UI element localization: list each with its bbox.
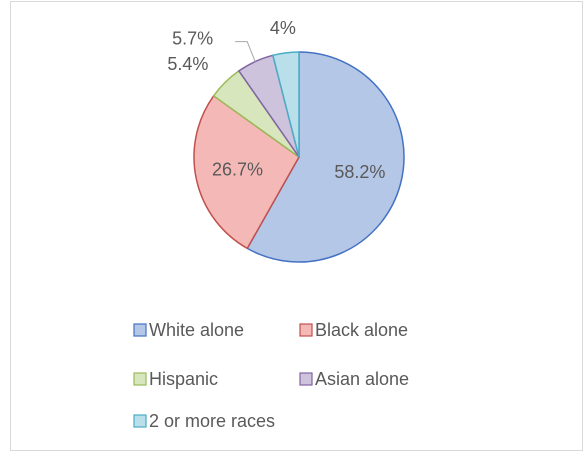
legend-label: Asian alone <box>315 369 409 389</box>
legend-swatch <box>299 372 313 386</box>
data-label: 26.7% <box>212 159 263 179</box>
data-label: 58.2% <box>334 162 385 182</box>
legend-label: 2 or more races <box>149 411 275 431</box>
legend-swatch <box>133 372 147 386</box>
legend-label: Black alone <box>315 320 408 340</box>
legend-label: White alone <box>149 320 244 340</box>
legend-label: Hispanic <box>149 369 218 389</box>
pie-slice <box>246 51 405 263</box>
pie-slice <box>271 51 300 158</box>
legend-swatch <box>133 323 147 337</box>
data-label: 5.7% <box>172 28 213 48</box>
legend-swatch <box>133 414 147 428</box>
data-label: 5.4% <box>167 54 208 74</box>
data-label: 4% <box>270 18 296 38</box>
pie-slice <box>193 94 300 250</box>
leader-line <box>235 41 256 62</box>
legend-swatch <box>299 323 313 337</box>
